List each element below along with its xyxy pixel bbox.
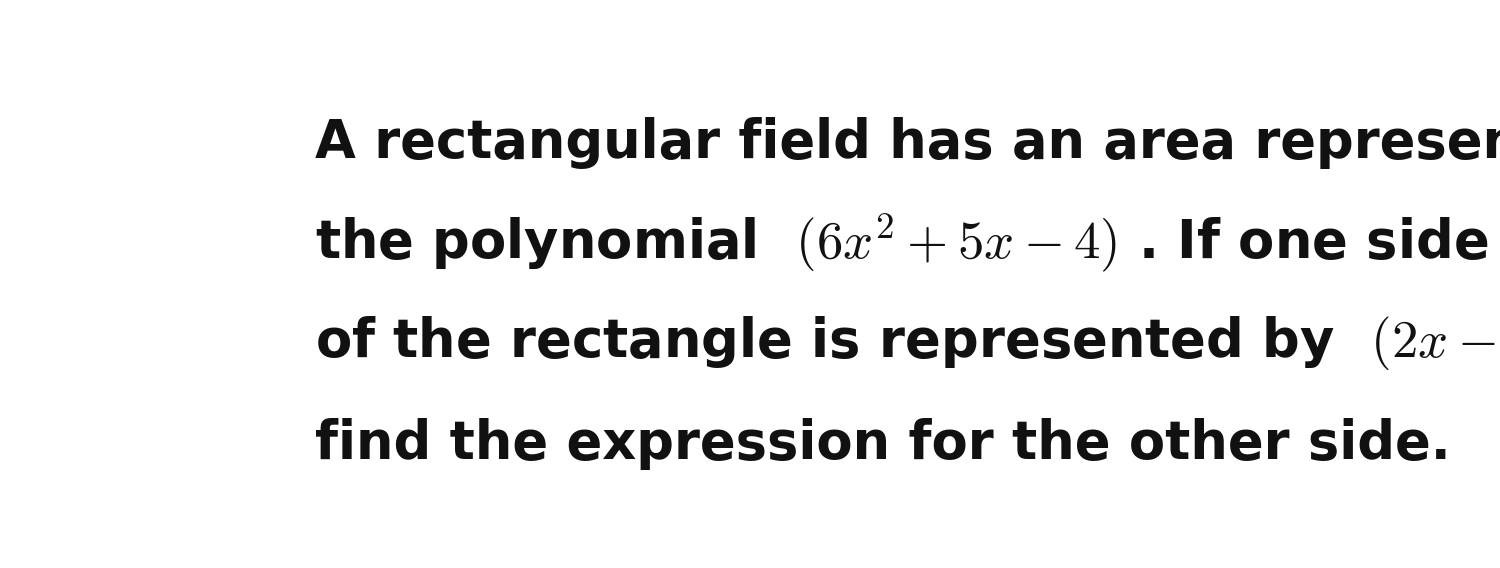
Text: A rectangular field has an area represented by: A rectangular field has an area represen…: [315, 116, 1500, 169]
Text: of the rectangle is represented by  $(2x - 1)$ ,: of the rectangle is represented by $(2x …: [315, 315, 1500, 373]
Text: find the expression for the other side.: find the expression for the other side.: [315, 418, 1450, 470]
Text: the polynomial  $(6x^2 + 5x - 4)$ . If one side: the polynomial $(6x^2 + 5x - 4)$ . If on…: [315, 212, 1488, 274]
